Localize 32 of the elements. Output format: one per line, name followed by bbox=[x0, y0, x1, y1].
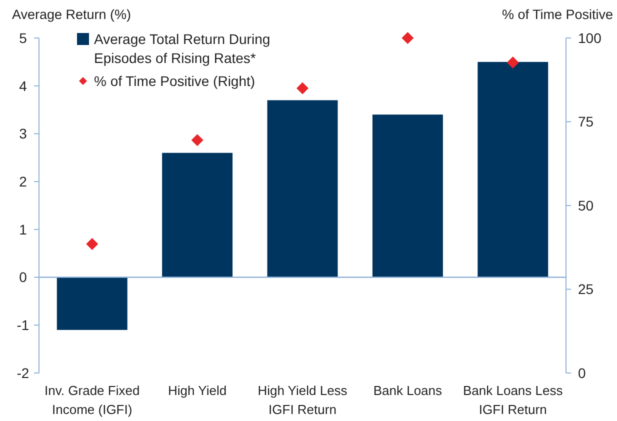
y2-axis-title: % of Time Positive bbox=[502, 7, 613, 22]
y-axis-title: Average Return (%) bbox=[12, 7, 132, 22]
point bbox=[86, 238, 98, 250]
y-tick-label: 5 bbox=[19, 30, 28, 46]
y-tick-label: -2 bbox=[16, 364, 30, 381]
y-tick-label: -1 bbox=[16, 317, 30, 334]
y-tick-label: 0 bbox=[19, 269, 28, 286]
point bbox=[191, 134, 204, 146]
x-tick-label: High Yield bbox=[168, 383, 227, 398]
y-tick-label: 1 bbox=[19, 221, 28, 238]
x-tick-label: Inv. Grade Fixed Income (IGFI) bbox=[44, 383, 140, 417]
y2-tick-label: 50 bbox=[578, 197, 594, 214]
x-tick-label: Bank Loans Less IGFI Return bbox=[463, 383, 564, 417]
bar bbox=[372, 114, 443, 278]
point bbox=[506, 56, 519, 68]
legend-label: Average Total Return During Episodes of Rising Rates* bbox=[94, 31, 270, 66]
bar bbox=[162, 152, 233, 278]
y2-tick-label: 25 bbox=[578, 281, 594, 298]
bar bbox=[267, 100, 338, 278]
y2-tick-label: 75 bbox=[578, 114, 594, 130]
x-tick-label: Bank Loans bbox=[373, 383, 443, 398]
y-tick-label: 2 bbox=[19, 173, 28, 190]
y-tick-label: 3 bbox=[19, 126, 28, 142]
x-tick-label: High Yield Less IGFI Return bbox=[258, 383, 348, 417]
legend-label: % of Time Positive (Right) bbox=[94, 73, 256, 89]
y2-tick-label: 100 bbox=[578, 30, 602, 46]
point bbox=[296, 82, 308, 94]
bar bbox=[478, 62, 548, 278]
point bbox=[402, 32, 414, 44]
y2-tick-label: 0 bbox=[578, 364, 586, 381]
bar bbox=[56, 277, 128, 330]
y-tick-label: 4 bbox=[19, 78, 28, 94]
